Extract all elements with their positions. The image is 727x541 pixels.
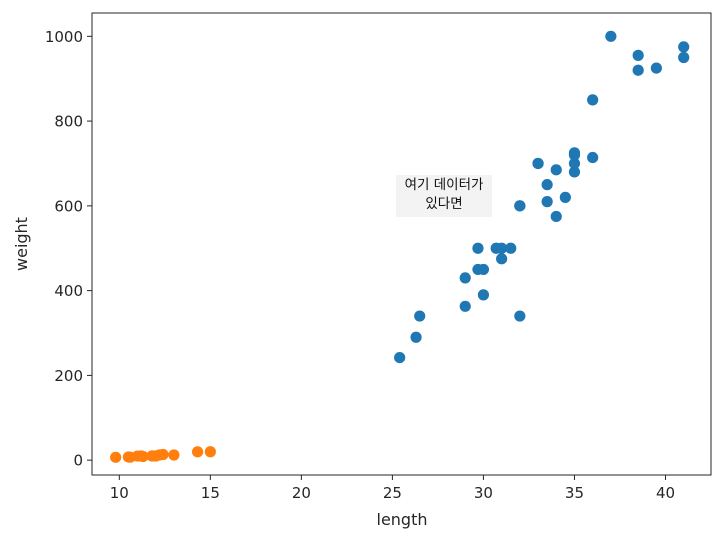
points-layer: [110, 30, 690, 463]
data-point-s1-3: [414, 310, 426, 322]
y-tick-label: 400: [54, 282, 83, 300]
data-point-s2-1: [110, 451, 122, 463]
x-tick-label: 20: [292, 484, 311, 502]
data-point-s2-13: [191, 446, 204, 458]
data-point-s2-6: [137, 450, 149, 463]
data-point-s1-9: [477, 263, 490, 276]
x-tick-label: 10: [110, 484, 129, 502]
y-tick-label: 600: [54, 197, 83, 215]
x-tick-label: 35: [565, 484, 584, 502]
x-tick-label: 30: [474, 484, 493, 502]
x-tick-label: 40: [656, 484, 675, 502]
data-point-s1-27: [568, 149, 581, 161]
data-point-s1-32: [632, 49, 644, 61]
y-tick-label: 1000: [45, 28, 83, 46]
x-tick-label: 25: [383, 484, 402, 502]
data-point-s1-29: [587, 94, 599, 106]
y-axis-label: weight: [12, 217, 31, 271]
x-axis-label: length: [377, 510, 428, 529]
data-point-s1-16: [514, 200, 526, 212]
annotation-line-2: 있다면: [425, 196, 463, 212]
y-axis: 0 200 400 600 800 1000: [45, 28, 92, 470]
data-point-s1-31: [632, 64, 644, 76]
data-point-s1-35: [678, 51, 690, 64]
data-point-s1-33: [650, 62, 662, 74]
data-point-s1-2: [410, 331, 422, 343]
data-point-s1-13: [505, 242, 517, 254]
data-point-s1-8: [477, 289, 490, 301]
data-point-s1-4: [459, 300, 471, 312]
y-tick-label: 800: [54, 113, 83, 131]
data-point-s1-25: [568, 157, 581, 170]
data-point-s1-21: [550, 210, 562, 223]
data-point-s1-12: [496, 242, 508, 254]
data-point-s1-19: [541, 196, 553, 208]
data-point-s1-34: [678, 41, 690, 53]
data-point-s1-23: [559, 191, 571, 203]
data-point-s2-12: [168, 449, 180, 461]
plot-frame: [91, 12, 712, 476]
data-point-s1-5: [459, 272, 471, 284]
data-point-s1-11: [496, 253, 508, 265]
y-tick-label: 0: [73, 452, 83, 470]
data-point-s2-11: [157, 448, 169, 461]
x-tick-label: 15: [201, 484, 220, 502]
data-point-s1-14: [514, 310, 526, 322]
annotation-box: 여기 데이터가 있다면: [396, 175, 492, 217]
data-point-s1-18: [532, 157, 544, 170]
data-point-s1-7: [472, 242, 484, 254]
x-axis: 10 15 20 25 30 35 40: [110, 475, 675, 502]
data-point-s1-22: [550, 164, 562, 176]
y-tick-label: 200: [54, 367, 83, 385]
data-point-s1-28: [587, 151, 599, 164]
data-point-s1-20: [541, 179, 553, 191]
data-point-s1-1: [394, 351, 406, 364]
annotation-line-1: 여기 데이터가: [404, 177, 484, 193]
data-point-s1-24: [568, 166, 581, 178]
data-point-s2-14: [204, 446, 216, 458]
data-point-s1-30: [605, 30, 617, 42]
